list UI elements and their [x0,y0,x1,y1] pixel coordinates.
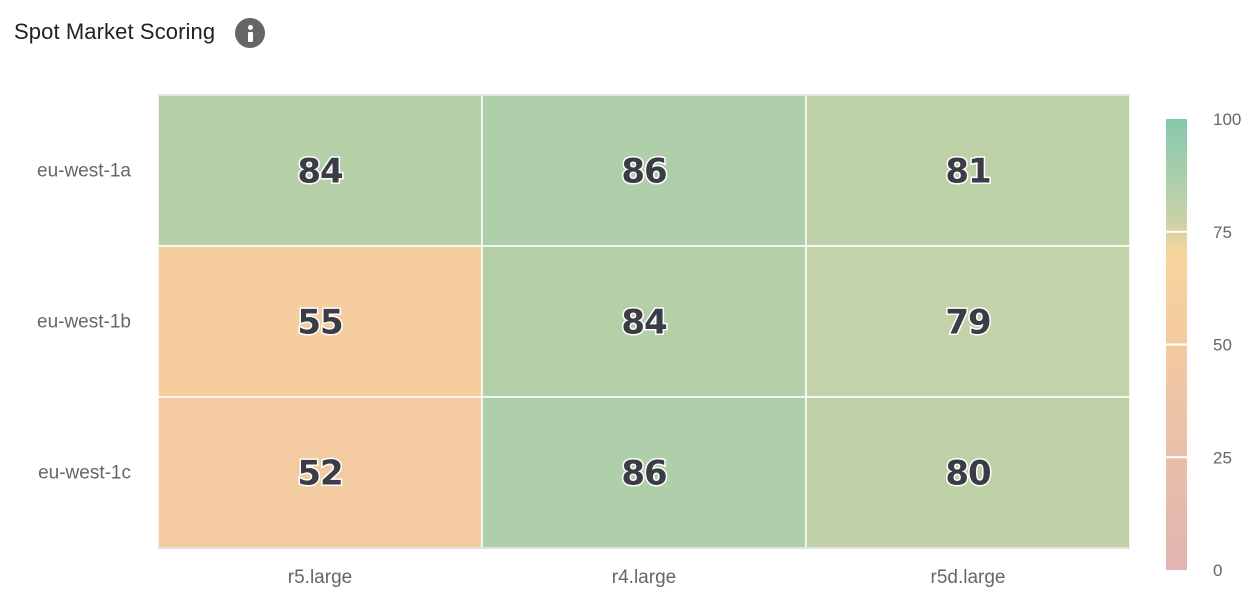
cell-value-label: 84 [297,152,343,192]
y-axis-tick-label: eu-west-1b [37,312,131,333]
cell-value-label: 80 [945,454,991,494]
heatmap-cell[interactable] [805,245,1131,398]
cell-value-label: 86 [621,152,666,192]
color-scale-legend: 100 75 50 25 0 [1166,110,1241,580]
cell-value-label: 52 [297,454,342,494]
heatmap-cell[interactable] [481,396,807,549]
heatmap-cell[interactable] [157,396,483,549]
info-icon-bar [248,32,254,42]
color-scale-tick-label: 50 [1213,336,1232,355]
heatmap-cell[interactable] [481,245,807,398]
color-scale-tick-label: 0 [1213,561,1222,580]
cell-value-label: 55 [297,303,342,343]
info-icon-dot [248,25,254,30]
heatmap-cell[interactable] [157,245,483,398]
cell-value-label: 86 [621,454,666,494]
chart-title: Spot Market Scoring [14,19,216,44]
cell-value-label: 81 [945,152,990,192]
y-axis-tick-label: eu-west-1c [38,463,131,484]
cell-value-label: 84 [621,303,667,343]
heatmap-cells: 84 86 81 55 84 79 52 86 80 [157,94,1131,549]
color-scale-tick-label: 100 [1213,110,1241,129]
x-axis-tick-label: r5d.large [931,567,1006,588]
heatmap-cell[interactable] [805,94,1131,247]
heatmap-cell[interactable] [481,94,807,247]
x-axis-tick-label: r4.large [612,567,676,588]
chart-header: Spot Market Scoring [14,14,266,50]
x-axis-labels: r5.large r4.large r5d.large [288,567,1006,588]
color-scale-tick-label: 75 [1213,223,1232,242]
info-icon[interactable] [235,18,266,48]
y-axis-tick-label: eu-west-1a [37,161,131,182]
x-axis-tick-label: r5.large [288,567,352,588]
color-scale-tick-label: 25 [1213,448,1232,467]
cell-value-label: 79 [945,303,990,343]
y-axis-labels: eu-west-1a eu-west-1b eu-west-1c [37,161,131,484]
heatmap-cell[interactable] [805,396,1131,549]
